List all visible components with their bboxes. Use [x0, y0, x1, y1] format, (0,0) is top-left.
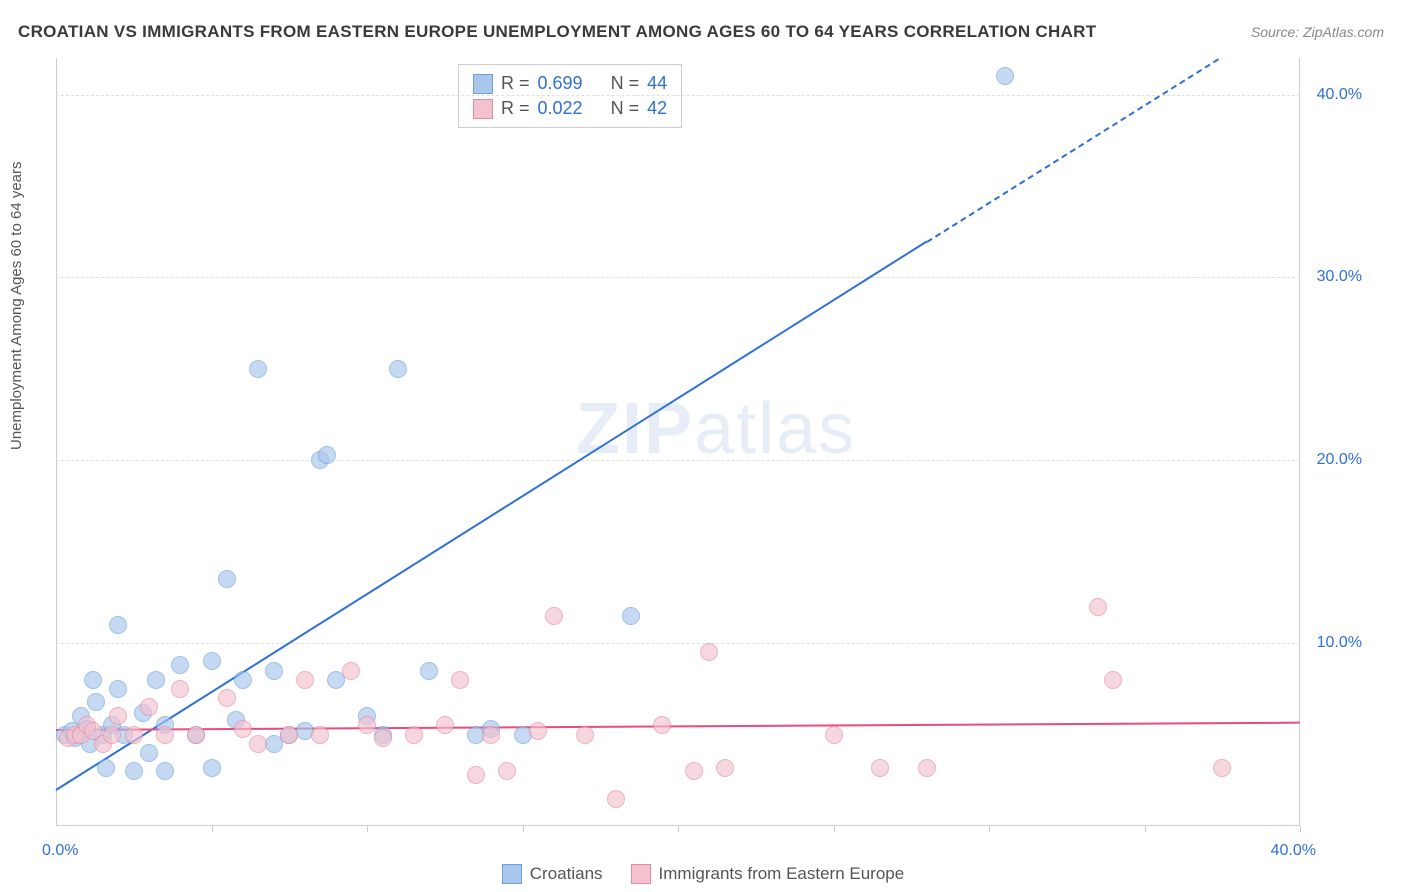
chart-title: CROATIAN VS IMMIGRANTS FROM EASTERN EURO…	[18, 22, 1096, 42]
bottom-legend: Croatians Immigrants from Eastern Europe	[0, 864, 1406, 884]
y-tick-label: 10.0%	[1317, 634, 1362, 652]
y-tick-label: 20.0%	[1317, 451, 1362, 469]
data-point	[482, 726, 500, 744]
data-point	[87, 693, 105, 711]
data-point	[296, 671, 314, 689]
data-point	[545, 607, 563, 625]
x-tick	[212, 826, 213, 832]
source-attribution: Source: ZipAtlas.com	[1251, 24, 1384, 40]
y-axis-label: Unemployment Among Ages 60 to 64 years	[8, 161, 25, 450]
data-point	[311, 726, 329, 744]
data-point	[825, 726, 843, 744]
gridline	[56, 277, 1300, 278]
data-point	[84, 671, 102, 689]
data-point	[265, 662, 283, 680]
data-point	[103, 726, 121, 744]
data-point	[685, 762, 703, 780]
y-tick-label: 40.0%	[1317, 86, 1362, 104]
scatter-chart: ZIPatlas R = 0.699N = 44R = 0.022N = 42 …	[56, 58, 1300, 826]
x-tick	[834, 826, 835, 832]
data-point	[358, 716, 376, 734]
x-tick	[1145, 826, 1146, 832]
x-tick	[1300, 826, 1301, 832]
data-point	[147, 671, 165, 689]
data-point	[203, 759, 221, 777]
data-point	[529, 722, 547, 740]
legend-item: Croatians	[502, 864, 603, 884]
legend-swatch	[473, 74, 493, 94]
x-tick	[989, 826, 990, 832]
data-point	[451, 671, 469, 689]
data-point	[1104, 671, 1122, 689]
data-point	[187, 726, 205, 744]
data-point	[249, 360, 267, 378]
gridline	[56, 643, 1300, 644]
x-axis-max-label: 40.0%	[1271, 842, 1316, 860]
data-point	[156, 726, 174, 744]
watermark: ZIPatlas	[576, 388, 856, 470]
data-point	[389, 360, 407, 378]
legend-item: Immigrants from Eastern Europe	[631, 864, 905, 884]
stats-row: R = 0.022N = 42	[473, 96, 667, 121]
data-point	[576, 726, 594, 744]
x-axis-min-label: 0.0%	[42, 842, 78, 860]
y-axis-right-line	[1299, 58, 1300, 826]
gridline	[56, 95, 1300, 96]
data-point	[125, 726, 143, 744]
data-point	[125, 762, 143, 780]
stats-row: R = 0.699N = 44	[473, 71, 667, 96]
data-point	[280, 726, 298, 744]
data-point	[140, 744, 158, 762]
x-tick	[678, 826, 679, 832]
data-point	[498, 762, 516, 780]
data-point	[140, 698, 158, 716]
data-point	[109, 680, 127, 698]
data-point	[405, 726, 423, 744]
trend-line	[55, 241, 927, 791]
data-point	[996, 67, 1014, 85]
data-point	[1213, 759, 1231, 777]
trend-line-dashed	[926, 58, 1219, 243]
data-point	[109, 707, 127, 725]
legend-label: Croatians	[530, 864, 603, 884]
data-point	[203, 652, 221, 670]
legend-label: Immigrants from Eastern Europe	[659, 864, 905, 884]
data-point	[653, 716, 671, 734]
data-point	[1089, 598, 1107, 616]
y-tick-label: 30.0%	[1317, 268, 1362, 286]
x-tick	[523, 826, 524, 832]
data-point	[97, 759, 115, 777]
data-point	[318, 446, 336, 464]
data-point	[716, 759, 734, 777]
legend-swatch	[473, 99, 493, 119]
x-tick	[367, 826, 368, 832]
data-point	[918, 759, 936, 777]
data-point	[700, 643, 718, 661]
data-point	[171, 680, 189, 698]
data-point	[234, 671, 252, 689]
data-point	[420, 662, 438, 680]
gridline	[56, 460, 1300, 461]
data-point	[234, 720, 252, 738]
data-point	[218, 689, 236, 707]
legend-swatch	[502, 864, 522, 884]
data-point	[467, 766, 485, 784]
data-point	[171, 656, 189, 674]
legend-swatch	[631, 864, 651, 884]
correlation-stats-box: R = 0.699N = 44R = 0.022N = 42	[458, 64, 682, 128]
data-point	[607, 790, 625, 808]
data-point	[342, 662, 360, 680]
data-point	[249, 735, 267, 753]
data-point	[622, 607, 640, 625]
data-point	[156, 762, 174, 780]
data-point	[374, 729, 392, 747]
data-point	[436, 716, 454, 734]
data-point	[218, 570, 236, 588]
data-point	[109, 616, 127, 634]
data-point	[871, 759, 889, 777]
y-axis-line	[56, 58, 57, 826]
